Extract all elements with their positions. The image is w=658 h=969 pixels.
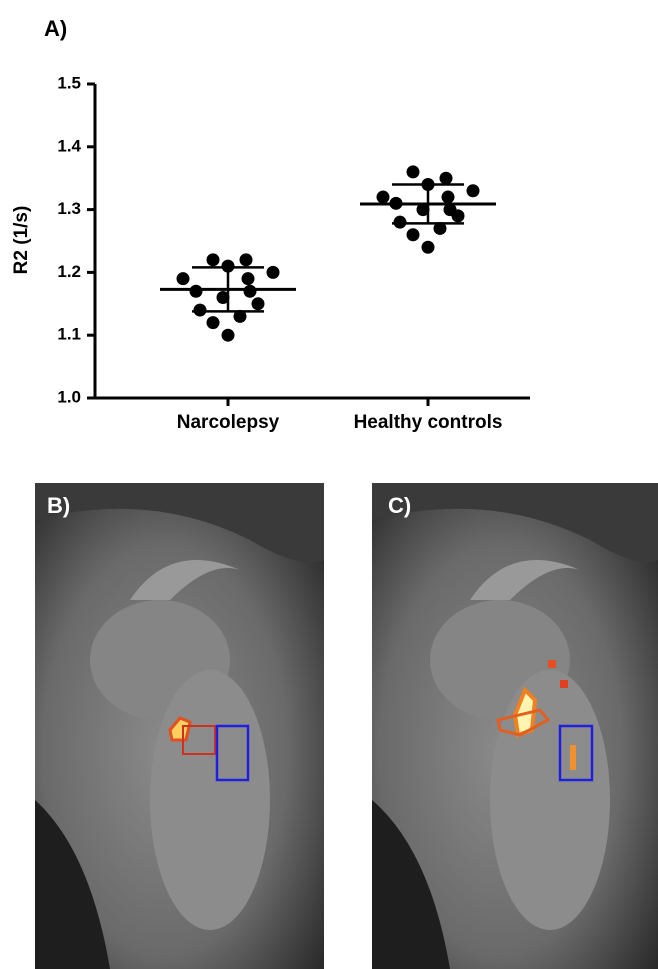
data-point: [452, 209, 465, 222]
y-tick-label: 1.5: [57, 73, 81, 92]
data-point: [267, 266, 280, 279]
y-tick-label: 1.1: [57, 325, 81, 344]
data-point: [177, 272, 190, 285]
x-tick-label: Healthy controls: [354, 412, 503, 433]
y-tick-label: 1.4: [57, 136, 81, 155]
y-tick-label: 1.3: [57, 199, 81, 218]
data-point: [407, 228, 420, 241]
data-point: [422, 241, 435, 254]
data-point: [377, 191, 390, 204]
data-point: [252, 297, 265, 310]
data-point: [407, 165, 420, 178]
data-point: [394, 216, 407, 229]
mri-image: [35, 483, 324, 969]
mri-image: [372, 483, 658, 969]
image-label: B): [47, 493, 70, 518]
data-point: [207, 253, 220, 266]
data-point: [222, 329, 235, 342]
data-point: [442, 191, 455, 204]
panel-label: A): [44, 16, 67, 41]
data-point: [242, 272, 255, 285]
figure: A) R2 (1/s) B) C) 1.0 1.1 1.2 1.3 1.4 1.5 Narc…: [0, 0, 658, 969]
x-tick-label: Narcolepsy: [177, 412, 280, 433]
data-point: [194, 304, 207, 317]
data-point: [244, 285, 257, 298]
y-tick-label: 1.0: [57, 387, 81, 406]
y-axis-label: R2 (1/s): [11, 206, 32, 275]
data-point: [440, 172, 453, 185]
image-label: C): [388, 493, 411, 518]
data-point: [207, 316, 220, 329]
y-tick-label: 1.2: [57, 262, 81, 281]
data-point: [467, 184, 480, 197]
data-point: [240, 253, 253, 266]
data-point: [190, 285, 203, 298]
